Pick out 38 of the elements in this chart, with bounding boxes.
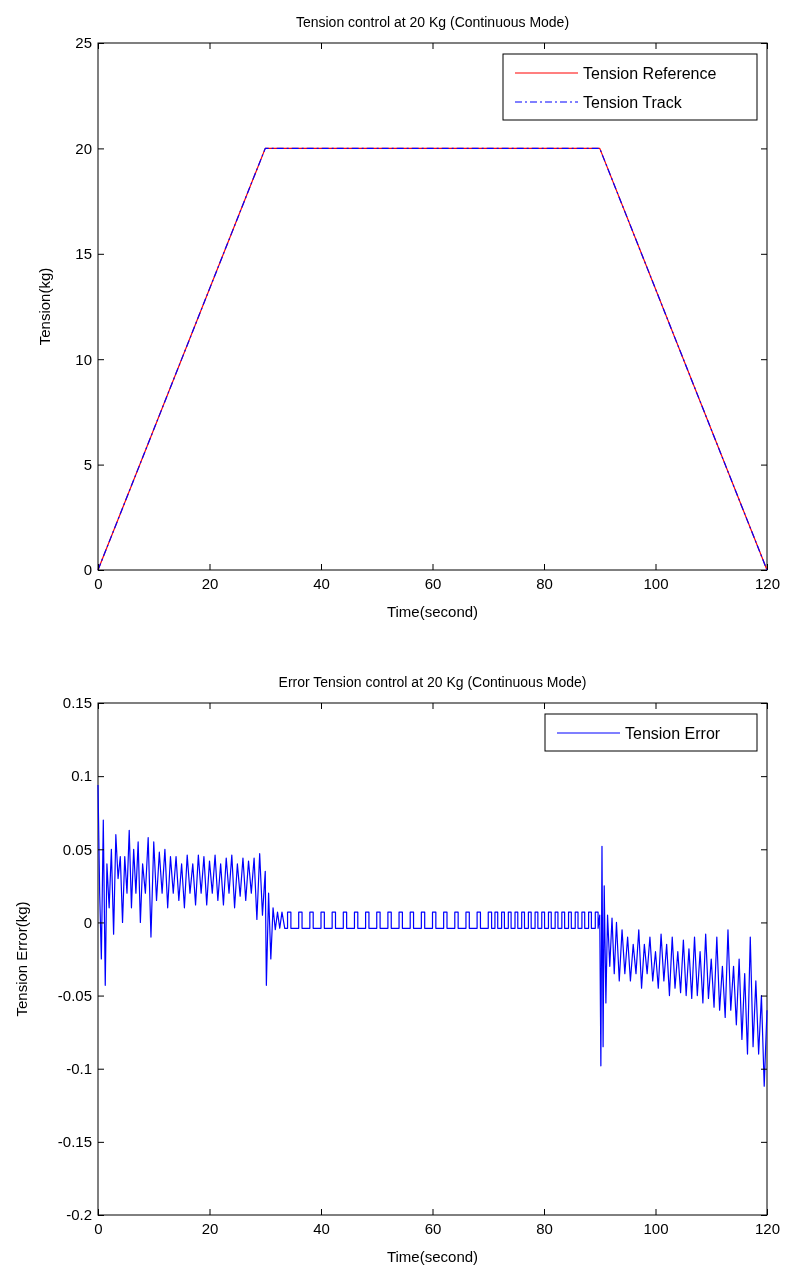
y-tick-label: -0.15 [57, 1133, 92, 1151]
x-tick-label: 80 [536, 1219, 553, 1237]
x-tick-label: 120 [754, 574, 781, 592]
x-tick-label: 80 [536, 574, 553, 592]
y-axis-title: Tension Error(kg) [13, 901, 30, 1017]
x-tick-label: 120 [754, 1219, 781, 1237]
legend-label: Tension Track [583, 94, 683, 111]
x-tick-label: 60 [424, 574, 442, 592]
y-tick-label: 0.1 [71, 767, 92, 785]
legend-label: Tension Error [625, 725, 721, 742]
x-tick-label: 20 [201, 574, 219, 592]
y-axis-title: Tension(kg) [36, 267, 53, 346]
x-tick-label: 40 [313, 1219, 330, 1237]
y-tick-label: 25 [75, 34, 92, 52]
x-tick-label: 60 [424, 1219, 442, 1237]
y-tick-label: 0.15 [62, 694, 92, 712]
x-tick-label: 100 [643, 1219, 669, 1237]
legend-label: Tension Reference [583, 65, 717, 82]
y-tick-label: 15 [75, 245, 92, 263]
line-series [97, 784, 768, 1087]
y-tick-label: -0.1 [66, 1060, 92, 1078]
x-tick-label: 0 [94, 1219, 103, 1237]
y-tick-label: 10 [75, 350, 92, 368]
y-tick-label: -0.2 [66, 1206, 92, 1224]
x-tick-label: 0 [94, 574, 103, 592]
x-axis-title: Time(second) [386, 603, 479, 620]
y-tick-label: 5 [83, 455, 92, 473]
y-tick-label: 20 [75, 139, 92, 157]
x-tick-label: 40 [313, 574, 330, 592]
x-tick-label: 20 [201, 1219, 219, 1237]
y-tick-label: 0.05 [62, 840, 92, 858]
y-tick-label: 0 [83, 913, 92, 931]
chart-title: Tension control at 20 Kg (Continuous Mode) [295, 14, 570, 30]
y-tick-label: 0 [83, 561, 92, 579]
chart-title: Error Tension control at 20 Kg (Continuous Mode) [278, 674, 587, 690]
x-axis-title: Time(second) [386, 1248, 479, 1265]
x-tick-label: 100 [643, 574, 669, 592]
y-tick-label: -0.05 [57, 986, 92, 1004]
